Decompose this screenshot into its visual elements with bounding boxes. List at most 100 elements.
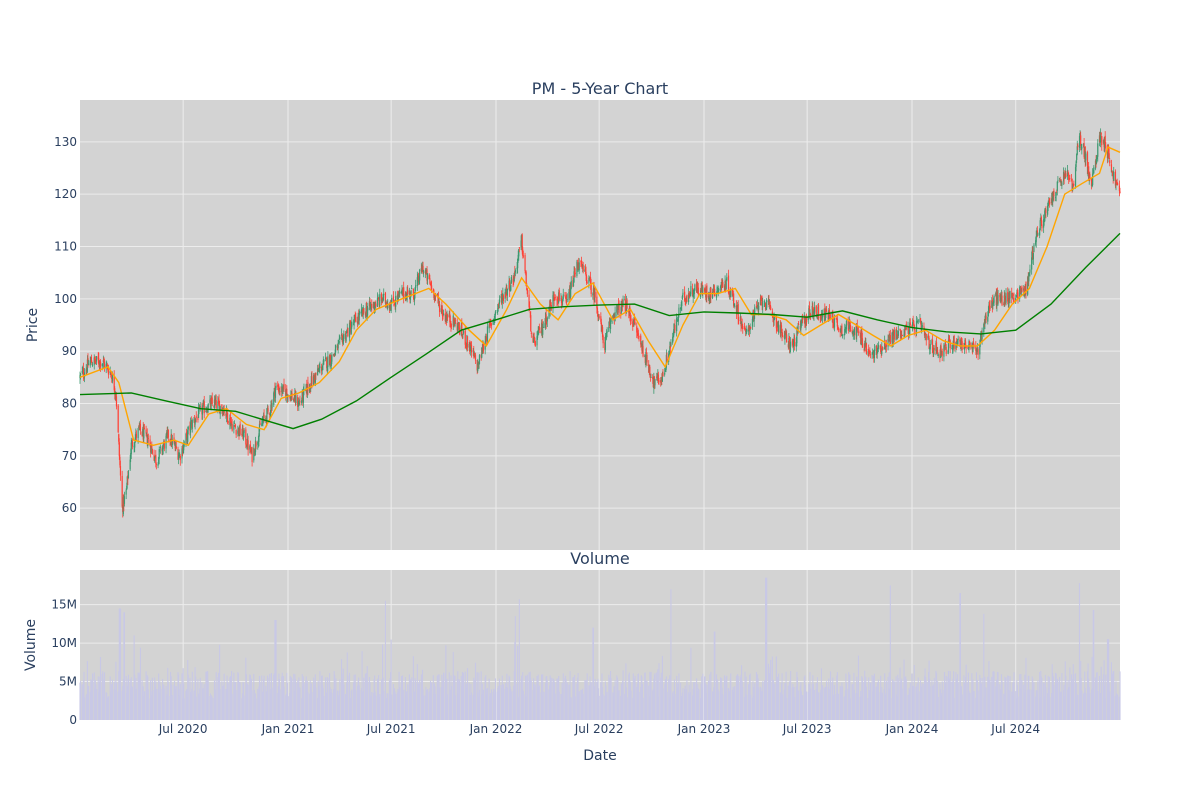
volume-bar — [978, 691, 979, 720]
volume-bar — [435, 694, 436, 720]
volume-bar — [132, 687, 133, 720]
volume-bar — [571, 698, 572, 720]
volume-bar — [966, 665, 967, 720]
volume-bar — [958, 683, 959, 720]
volume-bar — [156, 689, 157, 720]
volume-bar — [427, 689, 428, 720]
volume-bar — [256, 698, 257, 720]
volume-bar — [116, 683, 117, 720]
volume-bar — [1041, 678, 1042, 720]
volume-bar — [160, 686, 161, 720]
price-y-tick-label: 110 — [54, 240, 77, 254]
volume-bar — [479, 690, 480, 720]
volume-bar — [1069, 667, 1070, 720]
volume-y-tick-label: 5M — [59, 675, 77, 689]
volume-bar — [495, 678, 496, 720]
volume-bar — [802, 695, 803, 720]
volume-bar — [1093, 610, 1094, 720]
volume-bar — [658, 663, 659, 720]
volume-bar — [870, 683, 871, 720]
volume-bar — [591, 682, 592, 720]
volume-bar — [463, 673, 464, 720]
volume-y-tick-label: 0 — [69, 713, 77, 727]
volume-bar — [1065, 676, 1066, 720]
volume-bar — [654, 673, 655, 720]
volume-bar — [315, 688, 316, 720]
volume-bar — [1025, 658, 1026, 720]
volume-bar — [1013, 672, 1014, 720]
volume-bar — [1119, 671, 1120, 720]
volume-bar — [918, 677, 919, 720]
volume-bar — [754, 683, 755, 720]
volume-bar — [990, 680, 991, 720]
volume-bar — [236, 690, 237, 720]
x-tick-label: Jan 2023 — [677, 722, 731, 736]
volume-bar — [798, 691, 799, 720]
volume-chart-title: Volume — [570, 549, 630, 568]
volume-bar — [232, 694, 233, 720]
volume-bar — [1105, 675, 1106, 720]
volume-bar — [794, 697, 795, 720]
volume-bar — [631, 691, 632, 720]
volume-bar — [367, 681, 368, 720]
volume-bar — [196, 697, 197, 720]
volume-bar — [379, 694, 380, 720]
volume-bar — [1021, 680, 1022, 720]
volume-bar — [758, 687, 759, 720]
volume-bar — [200, 678, 201, 720]
volume-bar — [283, 687, 284, 720]
volume-bar — [515, 616, 516, 720]
volume-bar — [503, 684, 504, 720]
volume-bar — [894, 681, 895, 720]
volume-bar — [1089, 693, 1090, 720]
volume-bar — [100, 657, 101, 720]
volume-bar — [1085, 693, 1086, 720]
volume-bar — [710, 672, 711, 720]
volume-bar — [638, 692, 639, 720]
volume-bar — [774, 684, 775, 720]
volume-bar — [459, 681, 460, 720]
volume-bar — [1097, 691, 1098, 720]
volume-bar — [499, 678, 500, 720]
volume-bar — [120, 608, 121, 720]
volume-bar — [930, 686, 931, 720]
volume-bar — [946, 676, 947, 720]
volume-bar — [148, 690, 149, 720]
volume-bar — [607, 692, 608, 720]
volume-bar — [746, 695, 747, 720]
volume-bar — [168, 682, 169, 720]
volume-bar — [595, 679, 596, 720]
price-y-tick-label: 80 — [62, 396, 77, 410]
volume-bar — [443, 673, 444, 720]
candle — [118, 404, 119, 433]
volume-bar — [982, 678, 983, 720]
volume-bar — [997, 672, 998, 720]
volume-bar — [611, 678, 612, 720]
volume-bar — [1057, 680, 1058, 720]
volume-bar — [299, 687, 300, 720]
price-y-tick-label: 120 — [54, 187, 77, 201]
volume-bar — [563, 673, 564, 720]
volume-bar — [702, 674, 703, 720]
volume-bar — [890, 585, 891, 720]
volume-bar — [323, 696, 324, 720]
volume-bar — [1109, 692, 1110, 720]
volume-bar — [1081, 691, 1082, 720]
volume-y-axis-label: Volume — [23, 619, 39, 671]
volume-y-tick-label: 15M — [51, 598, 77, 612]
candle — [524, 253, 525, 273]
volume-bar — [850, 698, 851, 720]
volume-bar — [539, 686, 540, 720]
volume-bar — [287, 696, 288, 720]
volume-bar — [224, 674, 225, 720]
volume-bar — [124, 612, 125, 720]
volume-bar — [974, 691, 975, 720]
volume-bar — [886, 681, 887, 720]
candle — [694, 284, 695, 292]
volume-bar — [88, 686, 89, 720]
volume-bar — [192, 672, 193, 720]
volume-bar — [431, 682, 432, 720]
volume-bar — [898, 678, 899, 720]
volume-bar — [567, 682, 568, 720]
